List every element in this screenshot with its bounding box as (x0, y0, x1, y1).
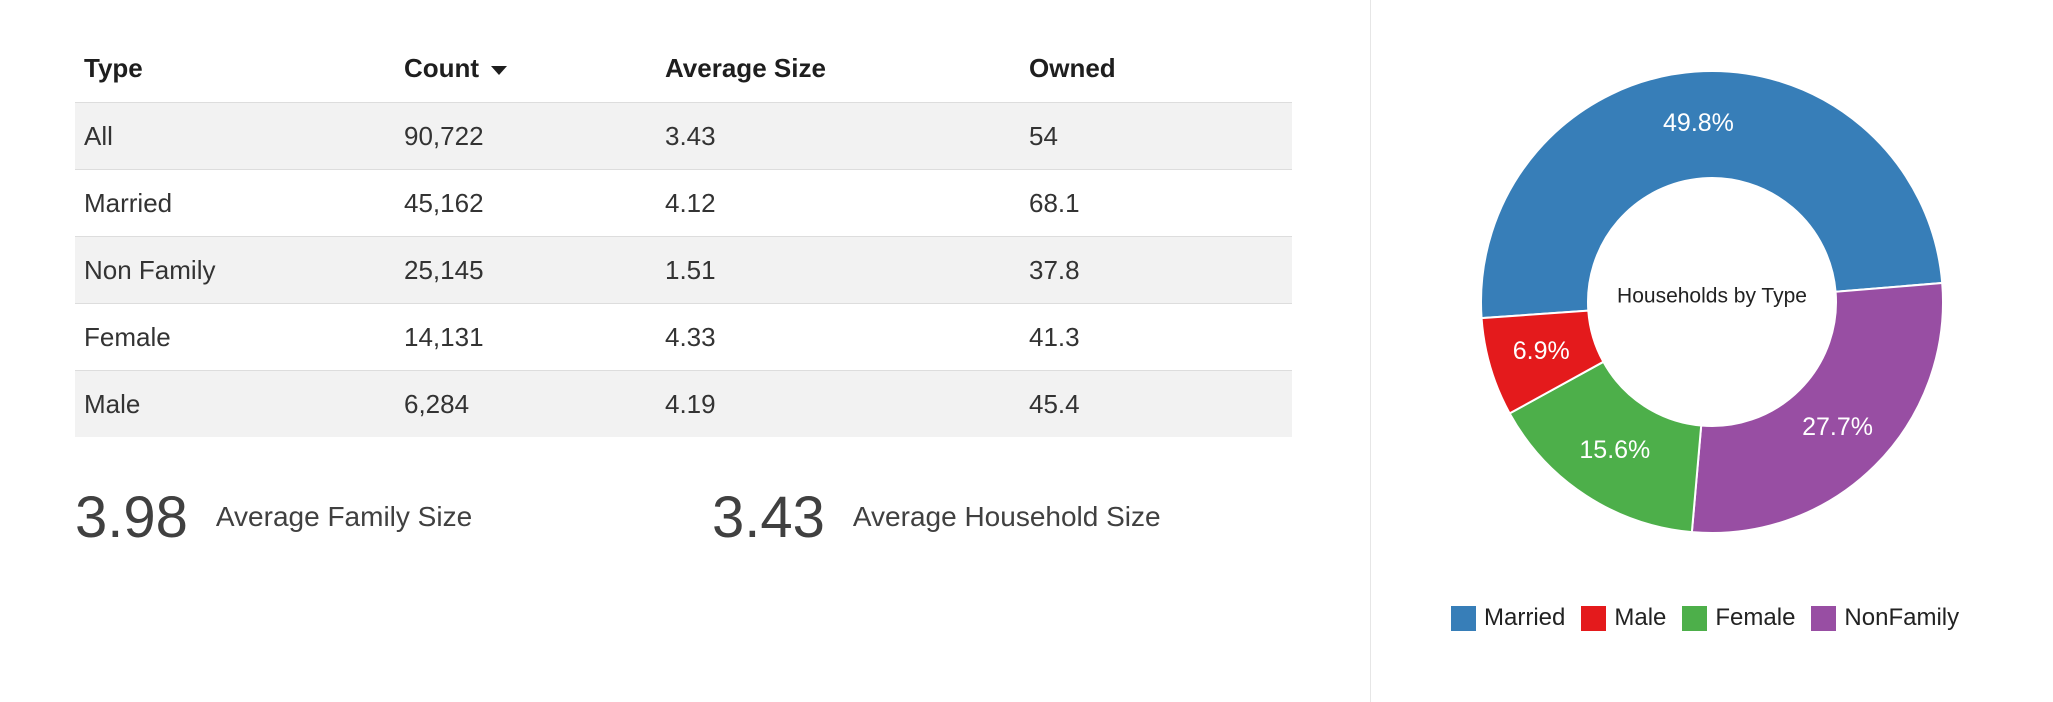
table-row: Male 6,284 4.19 45.4 (75, 370, 1292, 437)
caret-down-icon[interactable] (491, 65, 508, 75)
legend-item-female[interactable]: Female (1682, 604, 1795, 632)
legend-swatch (1581, 605, 1607, 631)
table-row: Female 14,131 4.33 41.3 (75, 303, 1292, 371)
chart-center-title: Households by Type (1617, 285, 1807, 308)
column-header-count[interactable]: Count (395, 35, 656, 103)
cell-average-size: 4.12 (656, 169, 1020, 237)
cell-type: Male (75, 370, 395, 437)
slice-label-married: 49.8% (1663, 109, 1734, 137)
column-header-label: Average Size (665, 53, 826, 83)
legend-label: Female (1715, 604, 1796, 631)
cell-owned: 68.1 (1020, 169, 1292, 237)
legend-swatch (1682, 605, 1708, 631)
donut-slice-married[interactable] (1480, 70, 1944, 320)
table-row: Non Family 25,145 1.51 37.8 (75, 236, 1292, 304)
slice-label-female: 15.6% (1579, 436, 1650, 464)
slice-label-nonfamily: 27.7% (1802, 413, 1873, 441)
donut-slice-labels: 49.8% 27.7% 15.6% 6.9% (1513, 109, 1873, 464)
cell-type: Female (75, 303, 395, 371)
panel-divider (1370, 0, 1371, 702)
column-header-label: Count (404, 53, 480, 83)
slice-label-male: 6.9% (1513, 337, 1570, 365)
legend-item-nonfamily[interactable]: NonFamily (1811, 604, 1959, 632)
cell-type: Non Family (75, 236, 395, 304)
legend-label: Male (1614, 604, 1667, 631)
donut-chart-panel: 49.8% 27.7% 15.6% 6.9% Households by Type M… (1371, 0, 2053, 702)
cell-type: All (75, 102, 395, 170)
column-header-type[interactable]: Type (75, 35, 395, 103)
stat-value: 3.98 (75, 484, 188, 550)
cell-count: 6,284 (395, 370, 656, 437)
legend-item-male[interactable]: Male (1581, 604, 1666, 632)
legend-label: Married (1484, 604, 1566, 631)
column-header-average-size[interactable]: Average Size (656, 35, 1020, 103)
legend-item-married[interactable]: Married (1451, 604, 1565, 632)
average-family-size-stat: 3.98 Average Family Size (75, 482, 472, 552)
cell-owned: 45.4 (1020, 370, 1292, 437)
donut-slice-nonfamily[interactable] (1690, 281, 1944, 534)
donut-slices (1480, 70, 1944, 534)
cell-owned: 37.8 (1020, 236, 1292, 304)
legend-swatch (1451, 605, 1476, 631)
cell-count: 25,145 (395, 236, 656, 304)
column-header-owned[interactable]: Owned (1020, 35, 1292, 103)
average-household-size-stat: 3.43 Average Household Size (712, 482, 1161, 552)
legend-swatch (1811, 605, 1837, 631)
stat-label: Average Household Size (852, 501, 1161, 532)
cell-count: 45,162 (395, 169, 656, 237)
table-header-row: Type Count Average Size Owned (75, 35, 1292, 103)
cell-owned: 41.3 (1020, 303, 1292, 371)
cell-owned: 54 (1020, 102, 1292, 170)
cell-average-size: 4.19 (656, 370, 1020, 437)
table-row: Married 45,162 4.12 68.1 (75, 169, 1292, 237)
stat-value: 3.43 (712, 484, 825, 550)
table-row: All 90,722 3.43 54 (75, 102, 1292, 170)
cell-type: Married (75, 169, 395, 237)
chart-legend: Married Male Female NonFamily (1451, 604, 1975, 632)
stat-label: Average Family Size (215, 501, 473, 532)
households-table: Type Count Average Size Owned All 90,722… (75, 35, 1292, 437)
column-header-label: Type (84, 53, 143, 83)
donut-slice-male[interactable] (1480, 309, 1605, 415)
households-donut-chart: 49.8% 27.7% 15.6% 6.9% Households by Type (1480, 70, 1944, 534)
column-header-label: Owned (1029, 53, 1116, 83)
legend-label: NonFamily (1844, 604, 1960, 631)
cell-average-size: 1.51 (656, 236, 1020, 304)
households-table-panel: Type Count Average Size Owned All 90,722… (75, 35, 1292, 552)
cell-count: 90,722 (395, 102, 656, 170)
cell-average-size: 3.43 (656, 102, 1020, 170)
cell-average-size: 4.33 (656, 303, 1020, 371)
cell-count: 14,131 (395, 303, 656, 371)
